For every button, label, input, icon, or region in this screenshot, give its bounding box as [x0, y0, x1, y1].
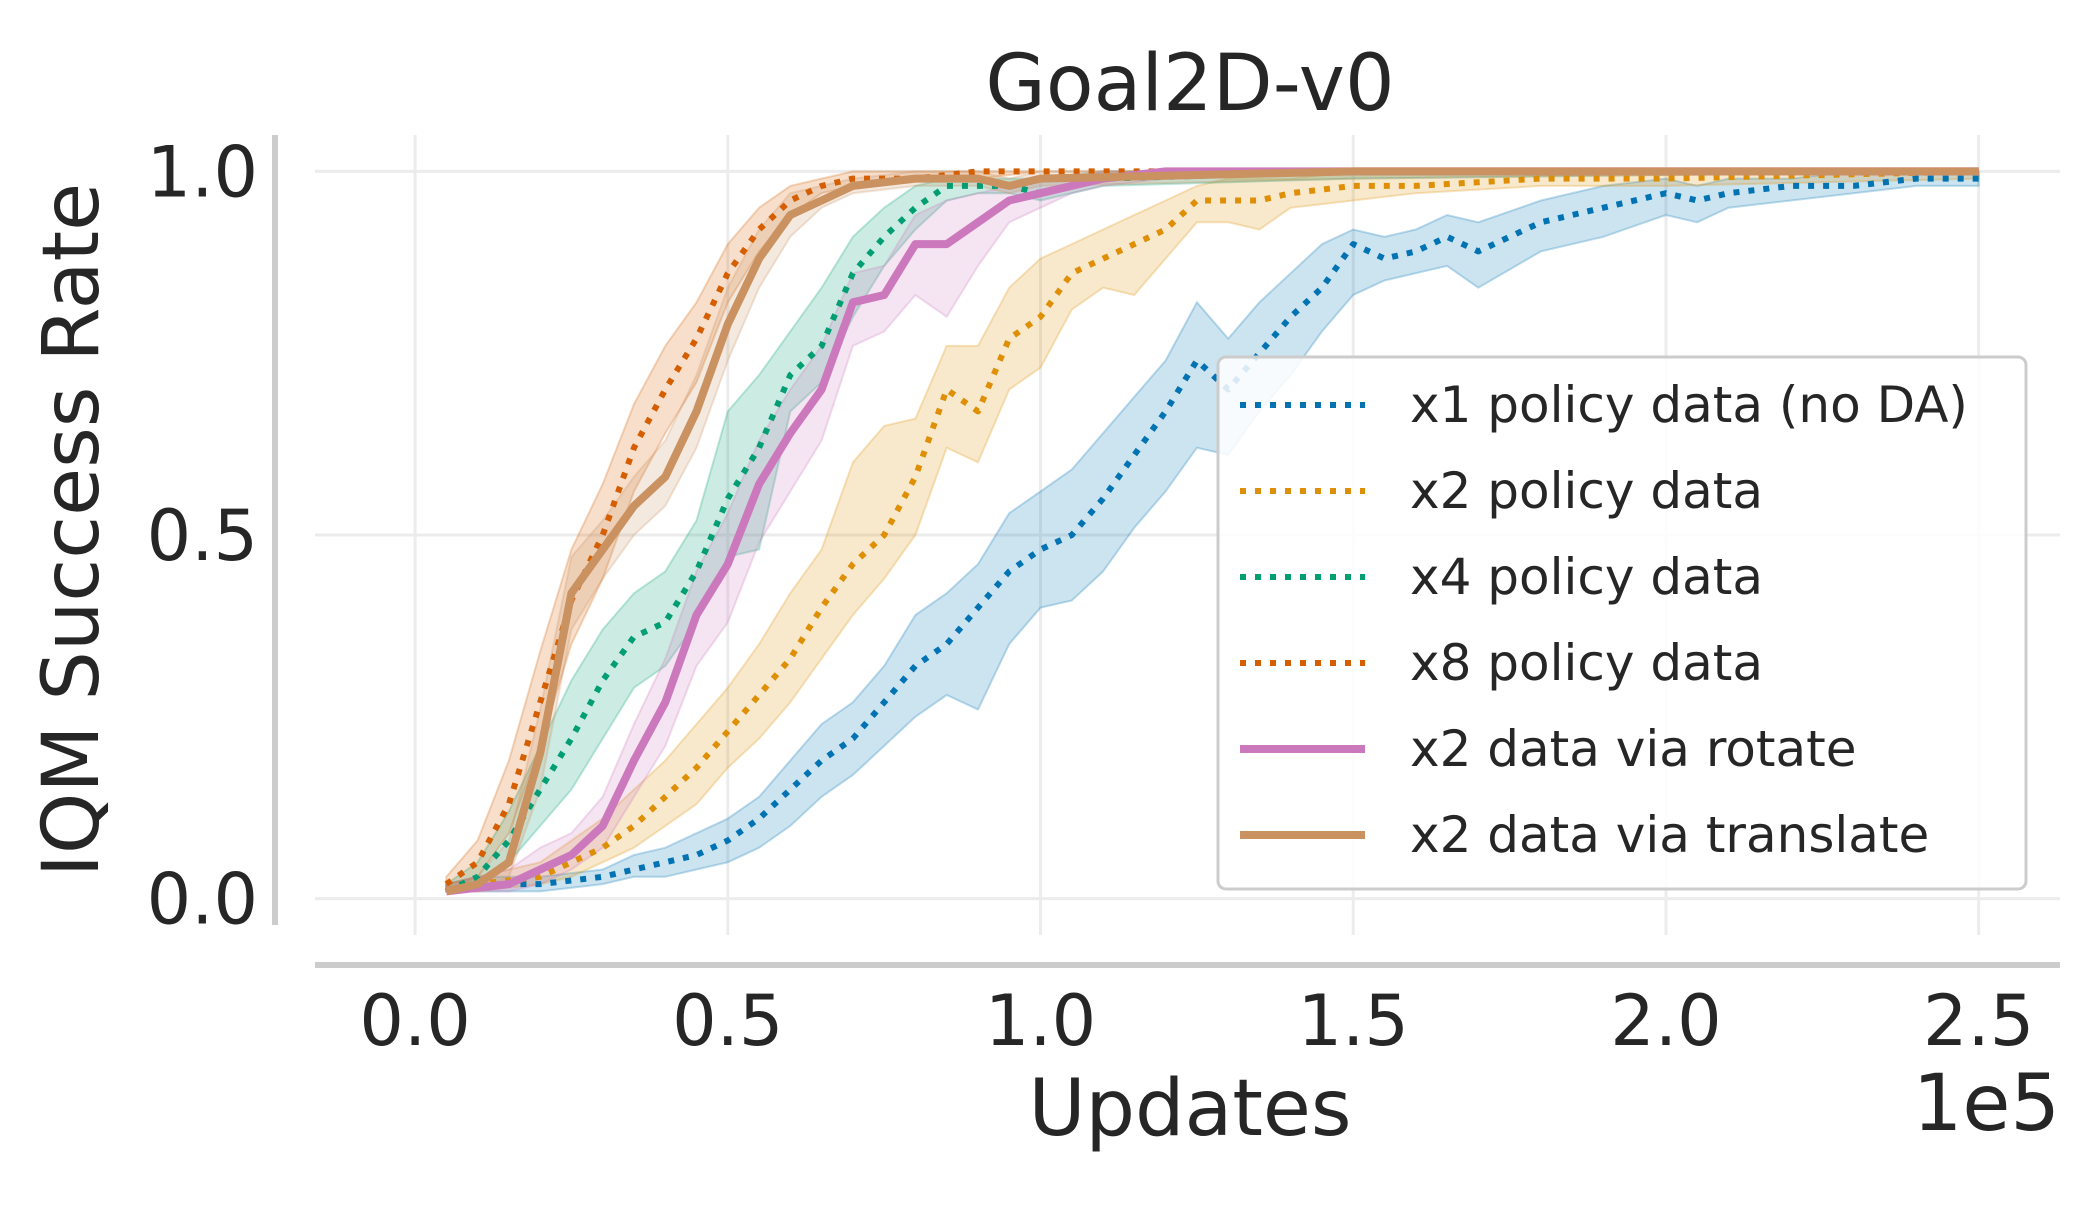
legend-label-1: x1 policy data (no DA) — [1410, 376, 1968, 434]
band-series-2 — [445, 170, 1980, 893]
y-axis-label: IQM Success Rate — [27, 183, 117, 877]
legend-label-2: x2 policy data — [1410, 462, 1763, 520]
axes-layer — [272, 135, 2060, 968]
y-tick-label-2: 1.0 — [147, 131, 258, 213]
x-scale-label: 1e5 — [1913, 1059, 2060, 1149]
x-axis-label: Updates — [1028, 1064, 1351, 1154]
legend-frame — [1216, 355, 2028, 891]
legend-label-5: x2 data via rotate — [1410, 720, 1856, 778]
line-series-2 — [445, 168, 1979, 895]
legend-label-4: x8 policy data — [1410, 634, 1763, 692]
legend-label-6: x2 data via translate — [1410, 806, 1929, 864]
x-tick-label-0: 0.0 — [359, 980, 470, 1062]
series-lines — [444, 167, 1979, 896]
y-tick-label-0: 0.0 — [147, 859, 258, 941]
tick-labels: 0.0 0.5 1.0 1.5 2.0 2.5 0.0 0.5 1.0 — [147, 131, 2035, 1062]
x-tick-label-3: 1.5 — [1298, 980, 1409, 1062]
legend: x1 policy data (no DA) x2 policy data x4 p… — [1216, 355, 2028, 891]
x-tick-label-1: 0.5 — [672, 980, 783, 1062]
line-series-6 — [445, 167, 1979, 896]
x-tick-label-5: 2.5 — [1923, 980, 2034, 1062]
x-tick-label-4: 2.0 — [1610, 980, 1721, 1062]
legend-label-3: x4 policy data — [1410, 548, 1763, 606]
band-series-1 — [445, 170, 1980, 893]
chart-title: Goal2D-v0 — [985, 39, 1394, 129]
y-tick-label-1: 0.5 — [147, 495, 258, 577]
line-series-4 — [444, 168, 1979, 887]
x-tick-label-2: 1.0 — [985, 980, 1096, 1062]
line-series-3 — [445, 168, 1979, 895]
